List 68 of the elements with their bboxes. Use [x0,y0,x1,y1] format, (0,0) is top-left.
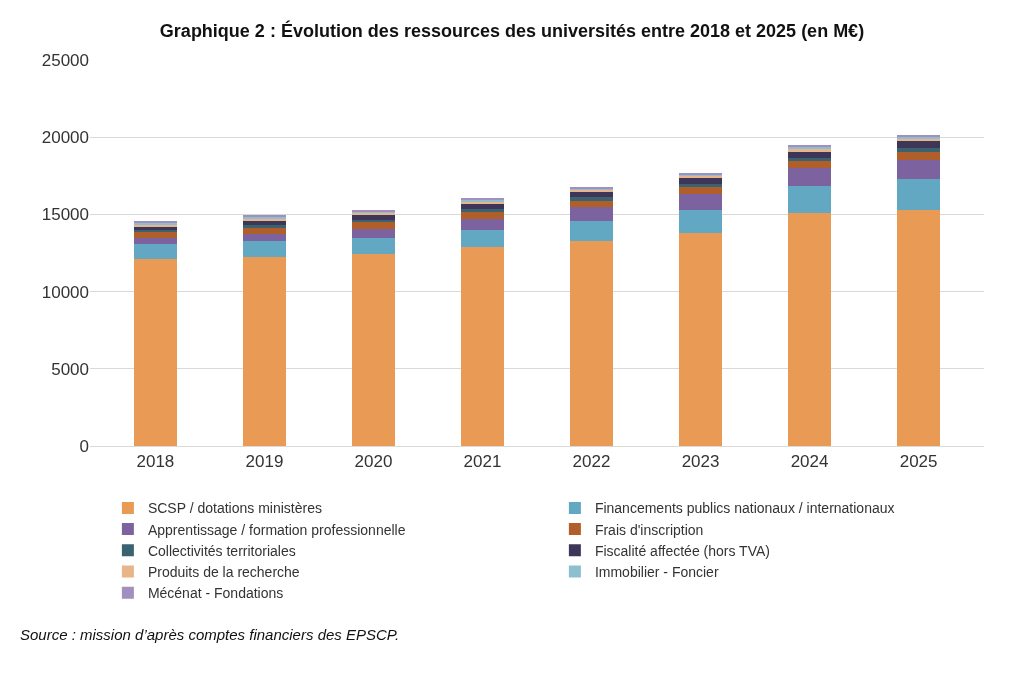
x-tick-label: 2023 [681,452,720,472]
bar [242,227,287,234]
source-note: Source : mission d’après comptes financiers des EPSCP. [20,626,400,643]
legend-label: Apprentissage / formation professionnelle [147,521,406,538]
bar [351,237,396,254]
bar [569,241,614,446]
y-tick-label: 25000 [41,50,89,70]
x-tick-label: 2018 [136,452,175,472]
bar [678,209,723,233]
bar [787,161,832,169]
chart-title: Graphique 2 : Évolution des ressources des universités entre 2018 et 2025 (en M€) [159,19,865,41]
legend-label: Mécénat - Fondations [147,585,284,602]
x-tick-label: 2020 [354,452,393,472]
bar [133,232,178,238]
y-tick-label: 20000 [41,128,89,148]
bar [896,141,941,149]
bar [133,237,178,244]
legend-label: Collectivités territoriales [147,542,296,559]
bar [133,243,178,260]
bar [787,185,832,213]
bar [460,219,505,230]
x-tick-label: 2024 [790,452,829,472]
bar [133,259,178,446]
bar [569,207,614,222]
bar [678,193,723,210]
bar [896,151,941,161]
bar [896,209,941,446]
bar [242,233,287,241]
x-tick-label: 2019 [245,452,284,472]
bar [678,178,723,184]
bar [569,197,614,201]
y-tick-label: 10000 [41,282,89,302]
bar [569,221,614,242]
bar [460,203,505,209]
bar [569,192,614,198]
y-tick-label: 5000 [51,359,89,379]
bar [896,178,941,210]
legend-label: Produits de la recherche [147,563,300,580]
bar [678,183,723,187]
legend-label: SCSP / dotations ministères [147,500,322,517]
x-tick-label: 2022 [572,452,611,472]
bar [351,253,396,446]
bar [460,246,505,446]
bar [351,229,396,238]
bar [678,186,723,194]
x-tick-label: 2025 [899,452,938,472]
bar [896,148,941,152]
bar [787,212,832,446]
legend-label: Frais d'inscription [594,521,704,538]
bar [787,158,832,162]
bar [460,209,505,213]
legend-label: Financements publics nationaux / internationaux [594,500,895,517]
y-tick-label: 15000 [41,205,89,225]
legend-label: Fiscalité affectée (hors TVA) [594,542,770,559]
y-tick-label: 0 [79,436,89,456]
bar [460,212,505,220]
bar [242,225,287,228]
bar [242,240,287,257]
legend-label: Immobilier - Foncier [594,563,719,580]
bar [787,168,832,186]
bar [460,229,505,247]
bar [896,160,941,179]
bar [242,256,287,446]
bar [351,222,396,230]
x-tick-label: 2021 [463,452,502,472]
bar [678,232,723,446]
bar [787,151,832,159]
bar [351,214,396,220]
